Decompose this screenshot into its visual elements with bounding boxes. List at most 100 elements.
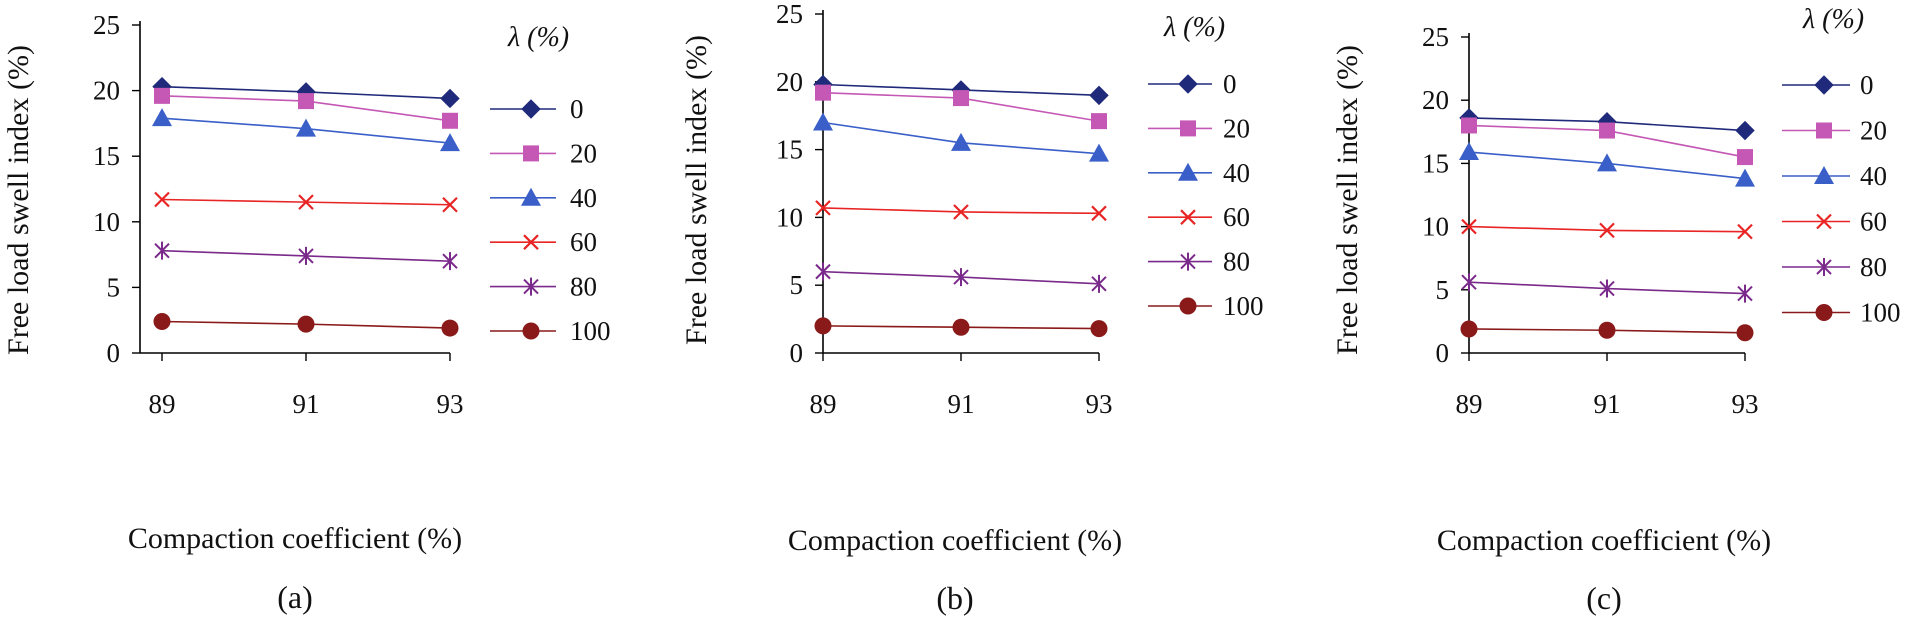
legend-item-80: 80 (1148, 247, 1250, 277)
data-point-80 (442, 252, 458, 271)
data-point-100 (297, 315, 315, 333)
data-point-20 (442, 112, 458, 129)
data-point-20 (154, 87, 170, 104)
legend-marker (1178, 74, 1198, 94)
legend-marker (1178, 162, 1198, 181)
series-40 (1459, 142, 1755, 187)
legend-item-60: 60 (1148, 202, 1250, 232)
legend-item-40: 40 (1148, 158, 1250, 188)
legend-marker (1816, 213, 1832, 230)
legend-item-20: 20 (1148, 113, 1250, 143)
y-tick-label: 25 (1422, 22, 1449, 52)
data-point-20 (1091, 113, 1107, 130)
chart-panel-1: 0 5 10 15 20 25 89 91 93 Compaction coefficient (… (2, 10, 611, 615)
data-point-0 (440, 88, 460, 109)
legend-title: λ (%) (507, 22, 569, 53)
legend-marker (523, 145, 539, 162)
legend-item-40: 40 (1782, 161, 1887, 191)
y-tick-label: 15 (93, 141, 120, 171)
legend-label: 100 (1223, 291, 1264, 321)
legend-item-80: 80 (1782, 252, 1887, 282)
series-60 (154, 191, 458, 213)
y-tick-label: 5 (790, 270, 804, 300)
data-point-60 (442, 196, 458, 213)
y-tick-label: 15 (776, 135, 803, 165)
data-point-20 (298, 93, 314, 110)
legend-item-100: 100 (490, 316, 611, 346)
x-tick-label: 93 (437, 389, 464, 419)
y-tick-label: 20 (1422, 85, 1449, 115)
data-point-40 (951, 132, 971, 151)
y-tick-label: 5 (107, 272, 121, 302)
y-tick-label: 20 (776, 67, 803, 97)
legend-label: 80 (1860, 252, 1887, 282)
data-point-40 (296, 118, 316, 137)
series-100 (1460, 320, 1754, 342)
legend-marker (1814, 75, 1834, 95)
data-point-80 (154, 241, 170, 260)
data-point-40 (440, 133, 460, 152)
y-tick-label: 10 (776, 202, 803, 232)
legend-label: 80 (1223, 247, 1250, 277)
legend-marker (521, 187, 541, 206)
series-20 (815, 84, 1107, 130)
series-60 (1461, 218, 1753, 240)
data-point-60 (298, 194, 314, 210)
data-point-20 (1461, 117, 1477, 134)
x-tick-label: 91 (293, 389, 320, 419)
data-point-60 (815, 200, 831, 216)
series-40 (813, 112, 1109, 162)
series-40 (152, 108, 460, 152)
legend-label: 0 (1860, 70, 1874, 100)
legend-marker (1179, 297, 1197, 315)
data-point-20 (1737, 149, 1753, 166)
y-tick-label: 25 (776, 0, 803, 29)
legend-label: 20 (1860, 116, 1887, 146)
y-tick-label: 10 (1422, 212, 1449, 242)
legend-item-80: 80 (490, 272, 597, 302)
data-point-80 (1737, 284, 1753, 303)
legend-marker (523, 277, 539, 296)
legend-item-20: 20 (1782, 116, 1887, 146)
data-point-100 (814, 317, 832, 335)
y-tick-label: 0 (107, 338, 121, 368)
legend-marker (1180, 252, 1196, 271)
data-point-100 (952, 318, 970, 336)
y-tick-label: 5 (1436, 275, 1450, 305)
legend-label: 60 (1860, 207, 1887, 237)
legend-item-0: 0 (1782, 70, 1874, 100)
data-point-20 (1599, 122, 1615, 139)
data-point-0 (1735, 120, 1755, 141)
data-point-60 (953, 204, 969, 220)
data-point-80 (298, 246, 314, 265)
legend-title: λ (%) (1802, 4, 1864, 35)
data-point-80 (953, 268, 969, 287)
y-tick-label: 0 (1436, 338, 1450, 368)
legend-label: 40 (570, 183, 597, 213)
legend-marker (522, 322, 540, 340)
legend-item-60: 60 (1782, 207, 1887, 237)
legend-item-0: 0 (1148, 69, 1237, 99)
legend-marker (1816, 258, 1832, 276)
legend-label: 80 (570, 272, 597, 302)
x-axis-label: Compaction coefficient (%) (788, 524, 1122, 557)
y-tick-label: 10 (93, 207, 120, 237)
x-tick-label: 89 (149, 389, 176, 419)
legend-label: 100 (570, 316, 611, 346)
series-100 (814, 317, 1108, 338)
data-point-100 (1736, 324, 1754, 342)
data-point-60 (154, 191, 170, 208)
legend-marker (1180, 209, 1196, 225)
chart-panel-3: 0 5 10 15 20 25 89 91 93 Compaction coefficient (… (1331, 4, 1901, 616)
legend-marker (521, 99, 541, 119)
legend-marker (523, 234, 539, 250)
data-point-40 (1089, 143, 1109, 162)
legend-item-100: 100 (1782, 298, 1901, 328)
x-tick-label: 89 (810, 389, 837, 419)
legend-marker (1180, 120, 1196, 137)
x-tick-label: 93 (1732, 389, 1759, 419)
data-point-60 (1737, 223, 1753, 240)
series-100 (153, 313, 459, 337)
data-point-100 (441, 319, 459, 337)
